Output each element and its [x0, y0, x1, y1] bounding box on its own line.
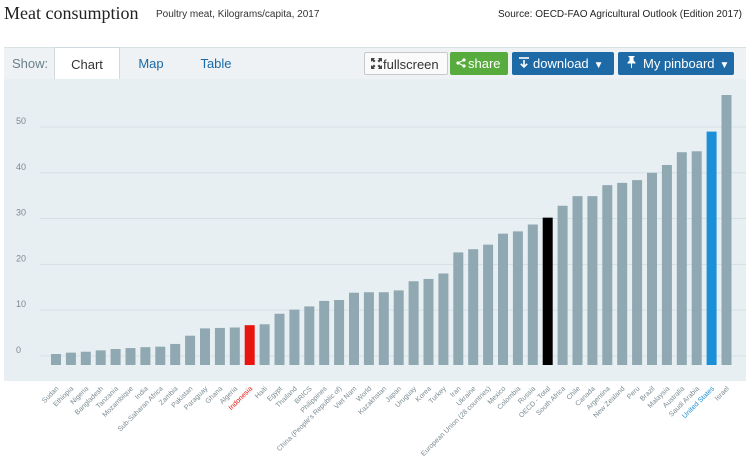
share-label: share — [468, 56, 501, 71]
share-nodes-icon — [456, 53, 466, 76]
chart-subtitle: Poultry meat, Kilograms/capita, 2017 — [156, 9, 320, 20]
bar — [483, 244, 494, 365]
share-button[interactable]: share — [450, 52, 508, 75]
tab-chart[interactable]: Chart — [54, 47, 120, 81]
fullscreen-label: fullscreen — [383, 57, 439, 72]
bar — [95, 350, 106, 365]
y-tick-label: 30 — [16, 208, 26, 218]
bar — [185, 335, 196, 365]
bar — [155, 346, 166, 365]
bar-chart: 01020304050SudanEthiopiaNigeriaBanglades… — [16, 95, 746, 458]
download-arrow-icon — [519, 53, 529, 76]
bar — [289, 309, 300, 365]
bar — [244, 325, 255, 365]
bar — [170, 343, 181, 365]
source-note: Source: OECD-FAO Agricultural Outlook (E… — [498, 9, 742, 20]
y-tick-label: 40 — [16, 162, 26, 172]
bar — [378, 292, 389, 365]
bar — [423, 278, 434, 365]
bar — [453, 252, 464, 365]
category-label: Israel — [714, 385, 731, 402]
bar — [274, 313, 285, 365]
bar — [319, 300, 330, 365]
bar — [110, 348, 121, 365]
bar — [557, 205, 568, 365]
tab-table[interactable]: Table — [200, 56, 232, 71]
bar — [512, 231, 523, 365]
y-tick-label: 0 — [16, 345, 21, 355]
bar — [65, 352, 76, 365]
bar — [214, 327, 225, 365]
bar — [51, 354, 61, 365]
pinboard-button[interactable]: My pinboard ▼ — [618, 52, 734, 75]
category-label: Turkey — [428, 385, 448, 405]
bar — [527, 224, 538, 365]
chart-toolbar: Show: Chart Map Table fullscreen share d… — [4, 47, 746, 81]
y-tick-label: 10 — [16, 299, 26, 309]
expand-arrows-icon — [371, 54, 382, 77]
download-button[interactable]: download ▼ — [512, 52, 614, 75]
caret-down-icon: ▼ — [719, 60, 730, 71]
bar — [438, 273, 449, 365]
bar — [140, 347, 151, 365]
pinboard-label: My pinboard — [643, 56, 715, 71]
bar — [587, 196, 598, 365]
bar — [706, 131, 717, 365]
pushpin-icon — [627, 53, 636, 76]
bar — [721, 95, 732, 365]
tab-map[interactable]: Map — [138, 56, 164, 71]
bar — [647, 172, 657, 365]
bar — [691, 151, 702, 365]
fullscreen-button[interactable]: fullscreen — [364, 52, 448, 75]
chart-title: Meat consumption — [4, 3, 139, 23]
y-tick-label: 50 — [16, 116, 26, 126]
bar — [229, 327, 240, 365]
plot-area: 0 10 20 30 40 50 Sudan Ethiopia Nigeria Banglades… — [4, 79, 746, 458]
bar — [498, 233, 508, 365]
show-label: Show: — [12, 56, 49, 71]
bar — [393, 290, 404, 365]
caret-down-icon: ▼ — [593, 60, 604, 71]
bar — [468, 249, 479, 365]
y-tick-label: 20 — [16, 253, 26, 263]
bar — [617, 182, 628, 365]
bar — [572, 196, 583, 365]
bar — [200, 328, 210, 365]
bar — [676, 152, 687, 365]
bar — [334, 300, 345, 365]
download-label: download — [533, 56, 589, 71]
bar — [304, 306, 315, 365]
bar — [602, 185, 613, 365]
bar — [349, 292, 359, 365]
bar — [408, 281, 419, 365]
bar — [363, 292, 374, 365]
bar — [542, 217, 553, 365]
bar — [632, 180, 643, 365]
bar — [125, 348, 136, 365]
bar — [80, 351, 91, 365]
bar — [661, 165, 672, 365]
bar — [259, 324, 270, 365]
